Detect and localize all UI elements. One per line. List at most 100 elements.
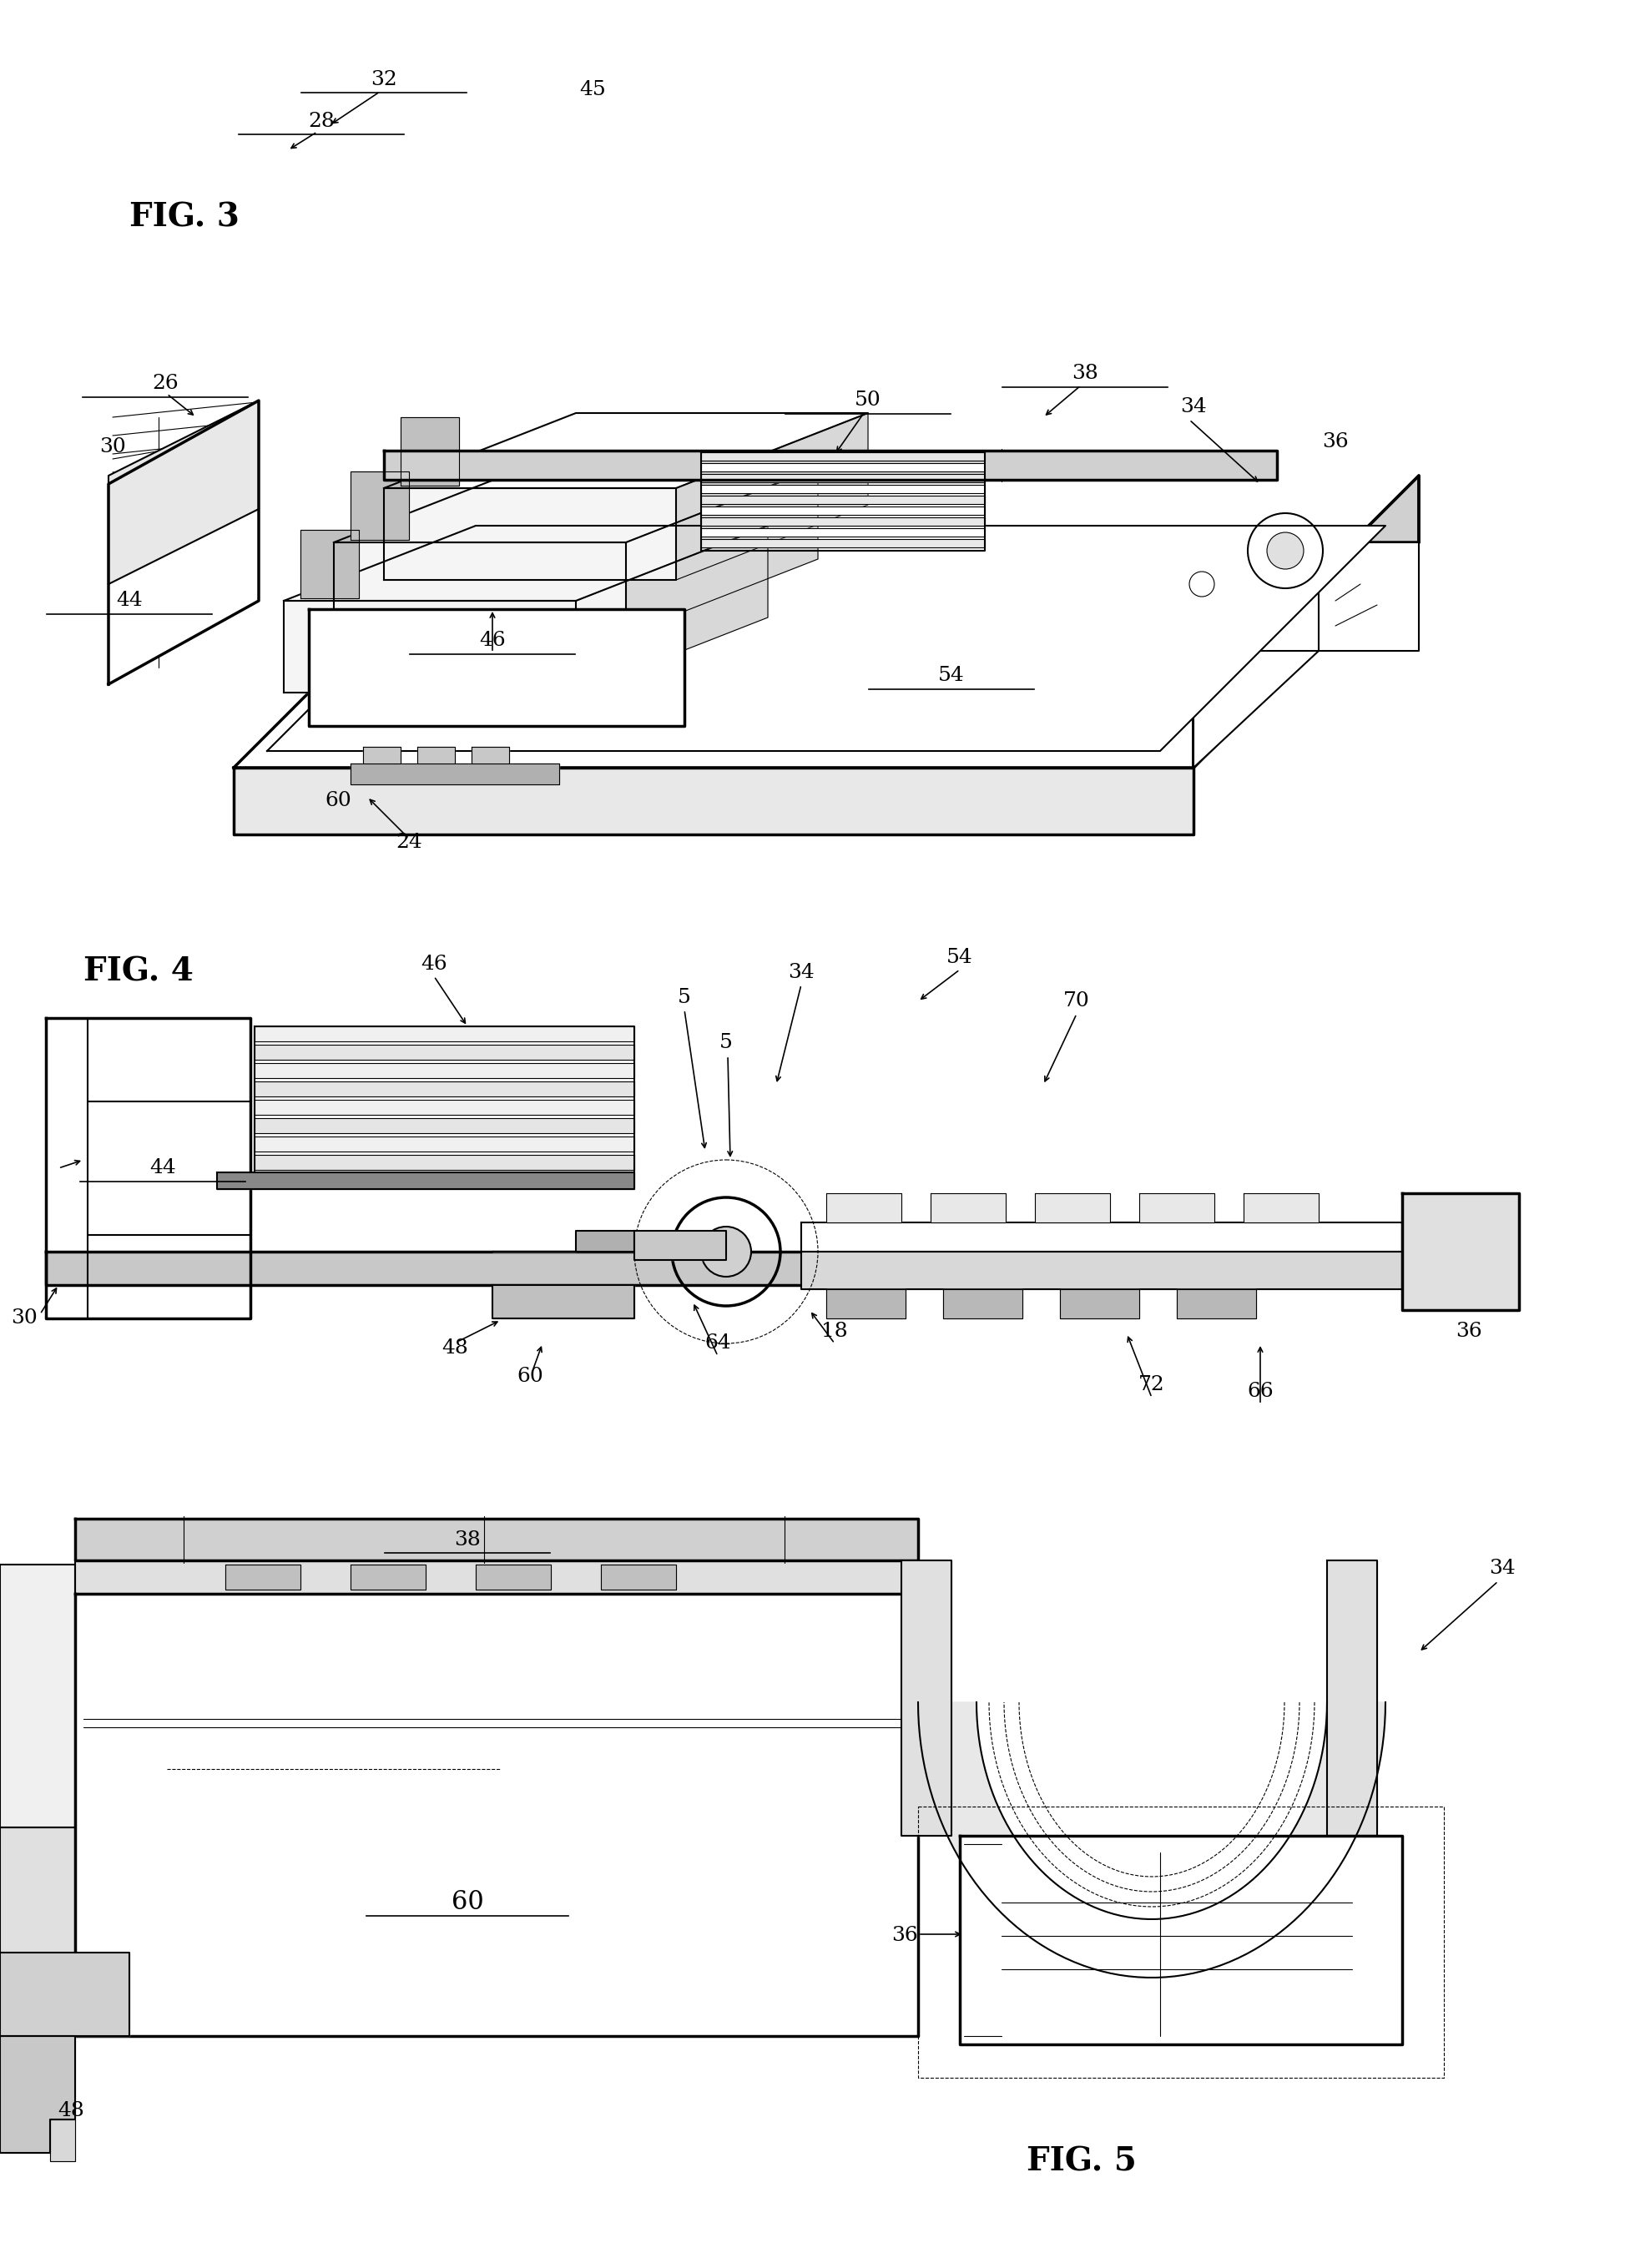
Polygon shape xyxy=(1194,542,1419,767)
Polygon shape xyxy=(75,1560,919,1594)
Text: FIG. 5: FIG. 5 xyxy=(1027,2146,1136,2177)
Polygon shape xyxy=(1194,476,1419,767)
Polygon shape xyxy=(1140,1193,1215,1222)
Polygon shape xyxy=(1403,1193,1519,1311)
Polygon shape xyxy=(108,401,258,685)
Polygon shape xyxy=(417,746,455,764)
Text: 60: 60 xyxy=(325,792,352,810)
Polygon shape xyxy=(267,526,1385,751)
Text: 26: 26 xyxy=(152,374,178,392)
Polygon shape xyxy=(801,1252,1403,1288)
Polygon shape xyxy=(301,531,358,599)
Polygon shape xyxy=(226,1565,301,1590)
Polygon shape xyxy=(334,467,818,542)
Polygon shape xyxy=(255,1118,634,1134)
Polygon shape xyxy=(350,472,409,540)
Polygon shape xyxy=(801,1222,1403,1252)
Text: 5: 5 xyxy=(719,1034,732,1052)
Text: 60: 60 xyxy=(517,1368,543,1386)
Polygon shape xyxy=(826,1193,901,1222)
Polygon shape xyxy=(1328,1560,1377,1835)
Text: 36: 36 xyxy=(1455,1322,1483,1340)
Text: 48: 48 xyxy=(441,1338,468,1356)
Polygon shape xyxy=(1059,1288,1140,1318)
Polygon shape xyxy=(492,1286,634,1318)
Polygon shape xyxy=(255,1100,634,1116)
Polygon shape xyxy=(701,451,984,460)
Text: 70: 70 xyxy=(1063,991,1091,1012)
Polygon shape xyxy=(471,746,508,764)
Text: 36: 36 xyxy=(1323,433,1349,451)
Polygon shape xyxy=(363,746,401,764)
Text: 38: 38 xyxy=(1073,365,1099,383)
Polygon shape xyxy=(701,528,984,538)
Polygon shape xyxy=(108,401,258,585)
Polygon shape xyxy=(476,1565,551,1590)
Polygon shape xyxy=(309,610,685,726)
Text: 64: 64 xyxy=(705,1334,731,1354)
Polygon shape xyxy=(1035,1193,1110,1222)
Polygon shape xyxy=(701,540,984,547)
Polygon shape xyxy=(0,1565,75,1828)
Polygon shape xyxy=(1194,476,1419,767)
Text: 34: 34 xyxy=(788,962,814,982)
Polygon shape xyxy=(701,485,984,492)
Text: 34: 34 xyxy=(1180,397,1207,417)
Circle shape xyxy=(701,1227,750,1277)
Text: 45: 45 xyxy=(579,82,607,100)
Text: FIG. 3: FIG. 3 xyxy=(129,202,239,234)
Polygon shape xyxy=(930,1193,1006,1222)
Text: 30: 30 xyxy=(11,1309,38,1329)
Text: FIG. 4: FIG. 4 xyxy=(83,957,193,989)
Polygon shape xyxy=(602,1565,675,1590)
Text: 46: 46 xyxy=(420,955,448,973)
Text: 38: 38 xyxy=(455,1531,481,1549)
Polygon shape xyxy=(701,463,984,472)
Polygon shape xyxy=(255,1082,634,1095)
Polygon shape xyxy=(1177,1288,1256,1318)
Polygon shape xyxy=(284,526,768,601)
Polygon shape xyxy=(350,764,559,785)
Polygon shape xyxy=(255,1064,634,1077)
Polygon shape xyxy=(919,1703,1385,1978)
Text: 50: 50 xyxy=(855,390,881,411)
Text: 44: 44 xyxy=(149,1159,177,1177)
Polygon shape xyxy=(576,526,768,692)
Polygon shape xyxy=(943,1288,1022,1318)
Polygon shape xyxy=(46,1252,1452,1286)
Text: 54: 54 xyxy=(938,667,965,685)
Text: 18: 18 xyxy=(821,1322,849,1340)
Polygon shape xyxy=(350,1565,425,1590)
Polygon shape xyxy=(401,417,459,485)
Polygon shape xyxy=(0,2037,75,2152)
Polygon shape xyxy=(675,413,868,581)
Polygon shape xyxy=(234,767,1194,835)
Circle shape xyxy=(1267,533,1303,569)
Text: 54: 54 xyxy=(947,948,973,968)
Polygon shape xyxy=(901,1560,952,1835)
Polygon shape xyxy=(634,1232,726,1261)
Text: 66: 66 xyxy=(1248,1381,1274,1402)
Polygon shape xyxy=(384,413,868,488)
Text: 72: 72 xyxy=(1138,1377,1166,1395)
Text: 34: 34 xyxy=(1489,1558,1516,1579)
Polygon shape xyxy=(701,506,984,515)
Text: 44: 44 xyxy=(116,592,142,610)
Polygon shape xyxy=(284,601,576,692)
Text: 30: 30 xyxy=(100,438,126,456)
Polygon shape xyxy=(217,1173,634,1188)
Polygon shape xyxy=(255,1027,634,1041)
Polygon shape xyxy=(960,1835,1403,2043)
Text: 5: 5 xyxy=(679,987,692,1007)
Text: 60: 60 xyxy=(451,1889,484,1916)
Text: 28: 28 xyxy=(307,111,335,132)
Polygon shape xyxy=(826,1288,906,1318)
Polygon shape xyxy=(701,497,984,503)
Polygon shape xyxy=(384,451,1277,481)
Polygon shape xyxy=(701,474,984,483)
Text: 32: 32 xyxy=(371,70,397,88)
Text: 46: 46 xyxy=(479,631,505,651)
Polygon shape xyxy=(75,1520,919,1560)
Polygon shape xyxy=(255,1136,634,1152)
Polygon shape xyxy=(255,1154,634,1170)
